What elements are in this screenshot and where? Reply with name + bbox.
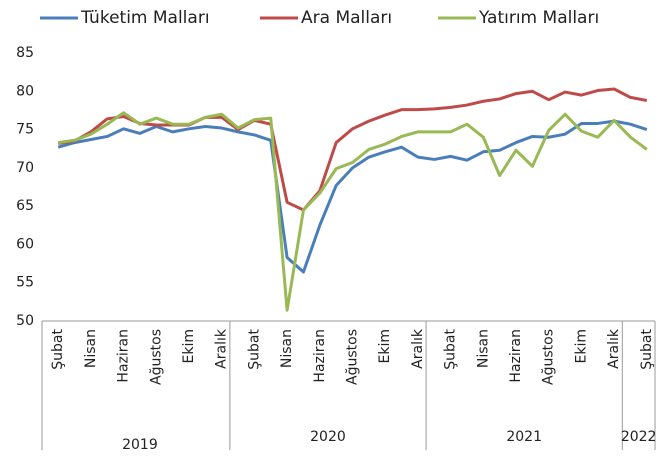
x-tick-label: Ekim (377, 329, 393, 363)
y-tick-label: 50 (16, 313, 34, 329)
year-label: 2020 (310, 429, 346, 445)
x-tick-label: Ağustos (541, 329, 557, 385)
series-line (57, 87, 648, 212)
year-label: 2022 (621, 429, 657, 445)
x-tick-label: Aralık (410, 328, 426, 369)
legend-label: Yatırım Malları (478, 8, 599, 28)
x-tick-label: Ağustos (148, 329, 164, 385)
series-line (57, 119, 648, 274)
x-tick-label: Haziran (508, 329, 524, 383)
x-tick-label: Nisan (279, 329, 295, 368)
y-tick-label: 55 (16, 275, 34, 291)
series-line (57, 111, 648, 312)
x-tick-label: Ağustos (345, 329, 361, 385)
x-tick-label: Şubat (50, 328, 66, 369)
x-tick-label: Şubat (639, 328, 655, 369)
year-label: 2021 (506, 429, 542, 445)
x-tick-label: Ekim (181, 329, 197, 363)
year-label: 2019 (122, 437, 158, 453)
y-tick-label: 75 (16, 122, 34, 138)
x-tick-label: Nisan (83, 329, 99, 368)
y-tick-label: 60 (16, 236, 34, 252)
x-tick-label: Aralık (214, 328, 230, 369)
y-tick-label: 85 (16, 45, 34, 61)
x-tick-label: Aralık (606, 328, 622, 369)
x-tick-label: Nisan (475, 329, 491, 368)
legend-label: Ara Malları (301, 8, 392, 28)
y-tick-label: 80 (16, 83, 34, 99)
y-tick-label: 70 (16, 160, 34, 176)
y-tick-label: 65 (16, 198, 34, 214)
x-tick-label: Şubat (246, 328, 262, 369)
x-tick-label: Şubat (443, 328, 459, 369)
x-tick-label: Haziran (116, 329, 132, 383)
legend-label: Tüketim Malları (80, 8, 210, 28)
x-tick-label: Haziran (312, 329, 328, 383)
x-tick-label: Ekim (573, 329, 589, 363)
